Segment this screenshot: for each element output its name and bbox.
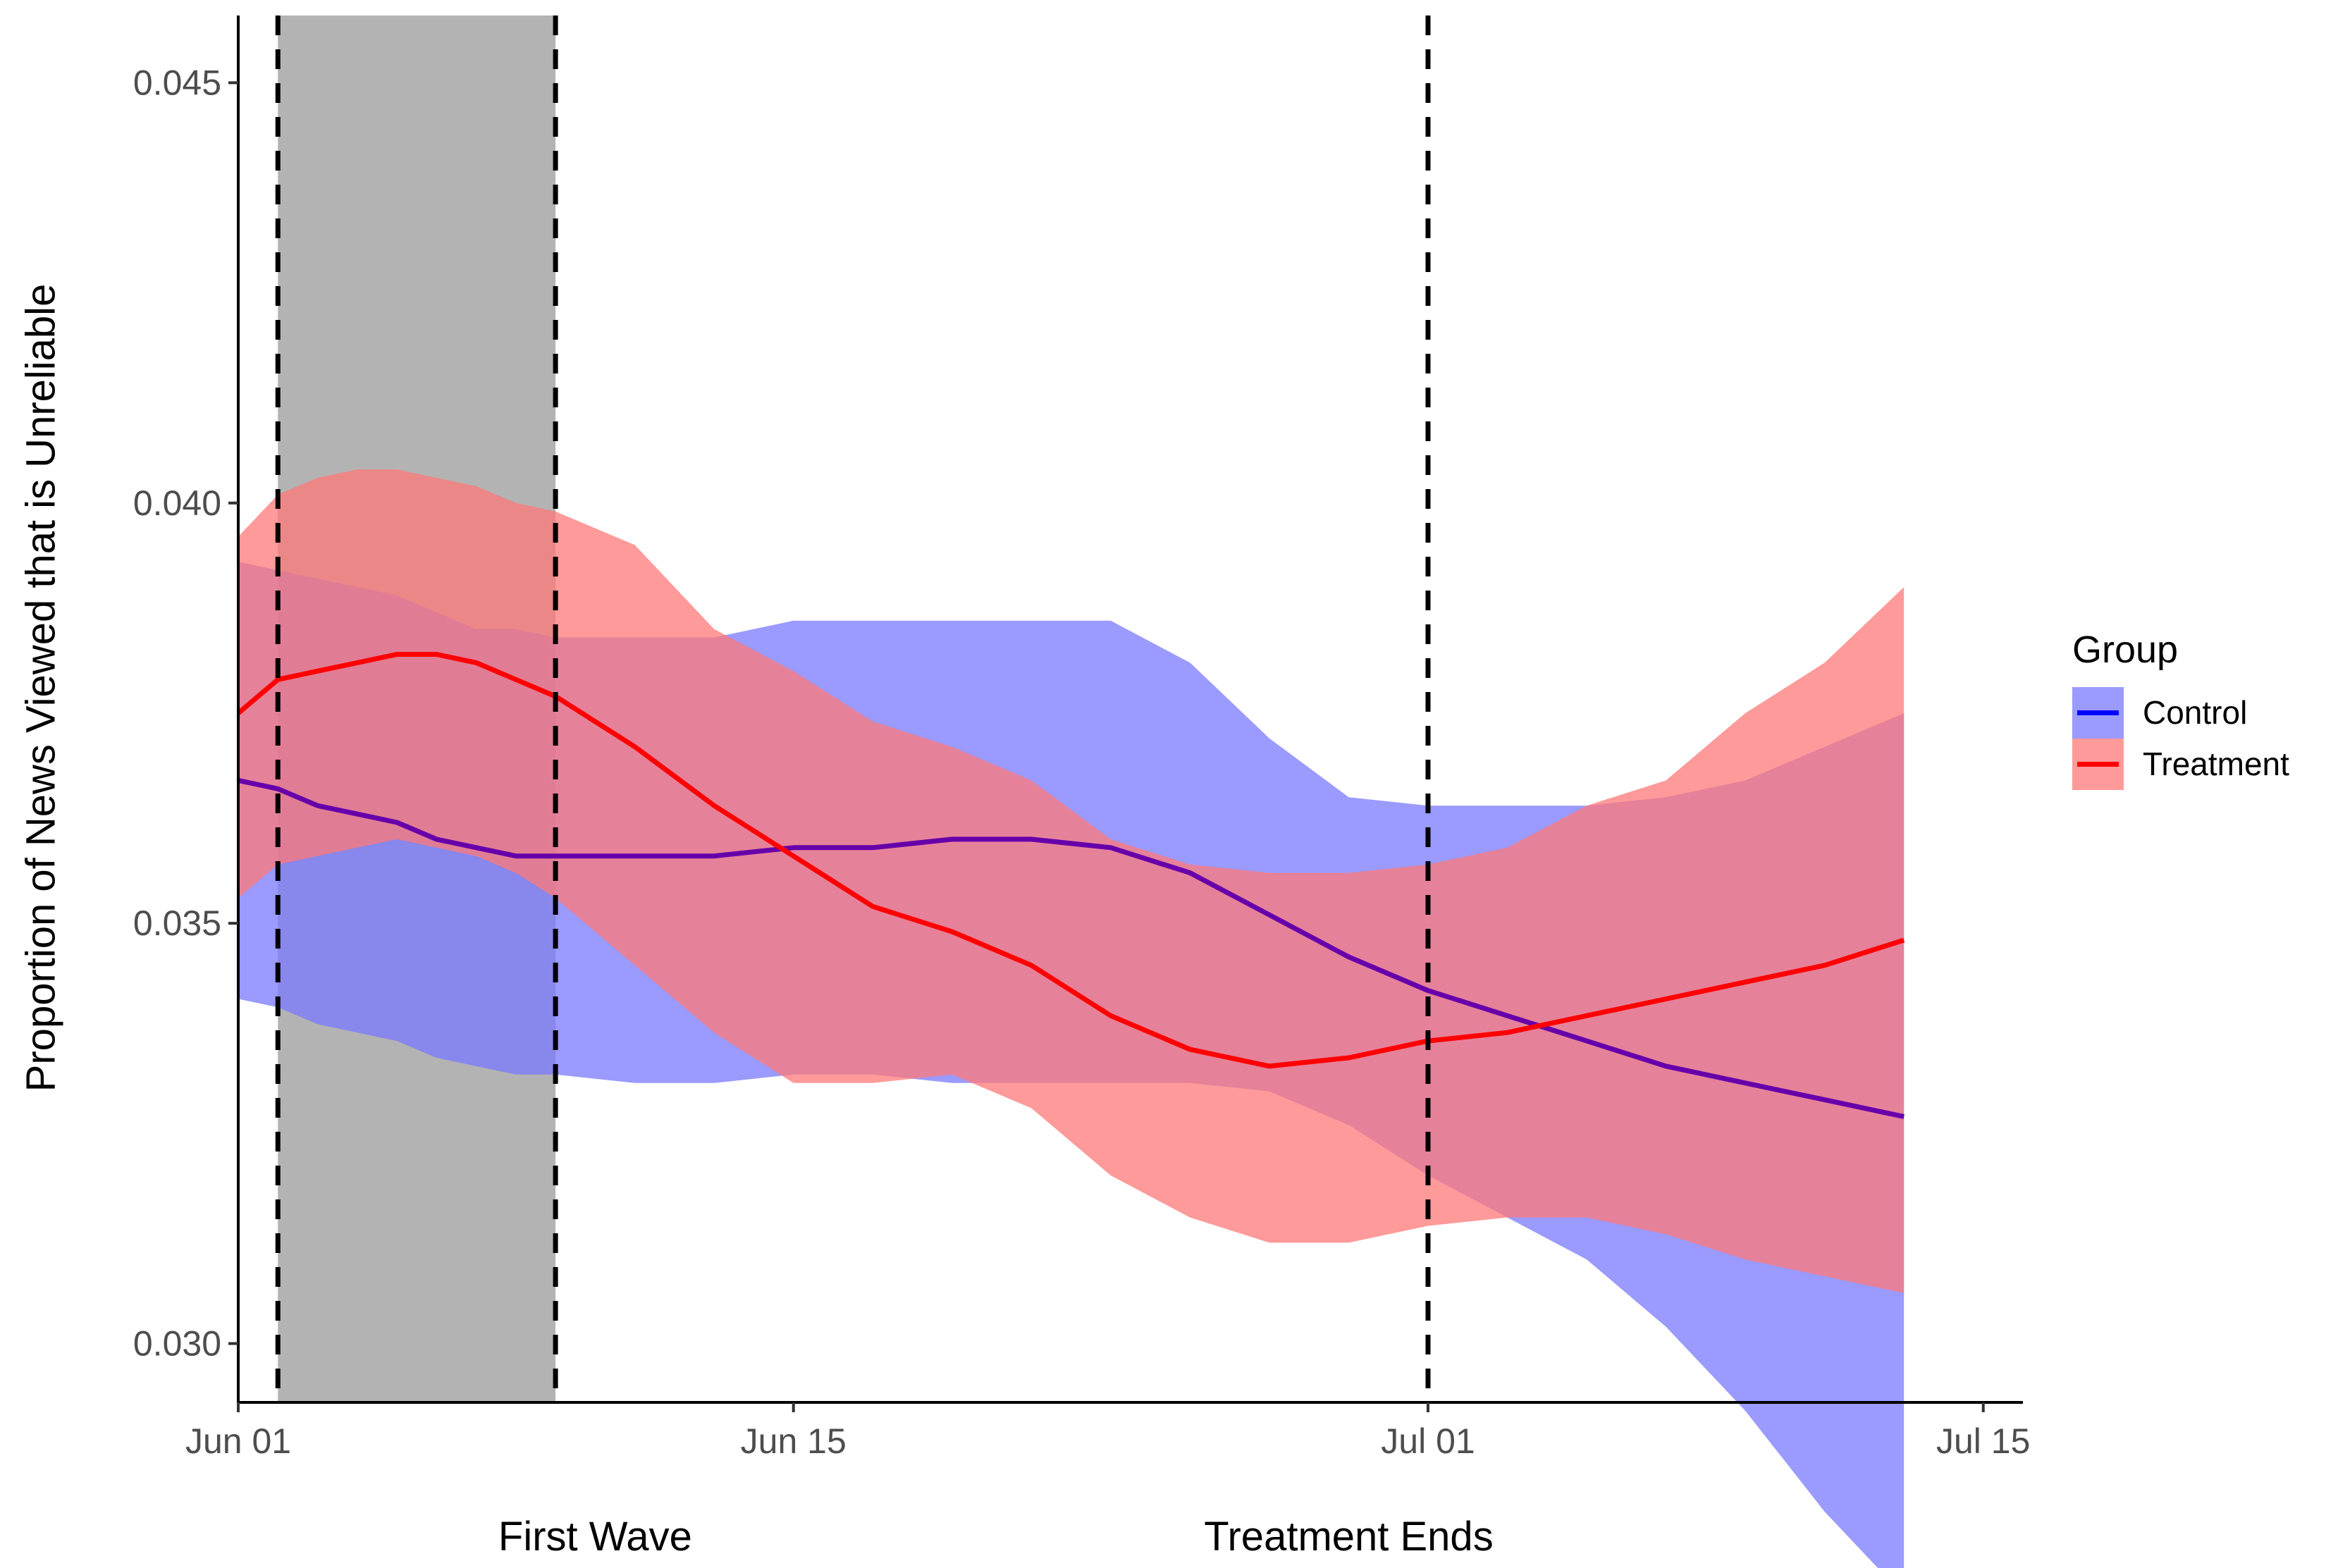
- x-tick-label: Jun 15: [741, 1421, 847, 1461]
- x-tick-label: Jul 15: [1936, 1421, 2030, 1461]
- band-treatment: [238, 469, 1905, 1293]
- annotation-treatment-ends: Treatment Ends: [1204, 1514, 1493, 1560]
- legend-label-control: Control: [2143, 694, 2247, 731]
- legend: Group Control Treatment: [2072, 629, 2289, 790]
- line-treatment: [236, 652, 1905, 1069]
- y-tick-label: 0.040: [133, 483, 221, 523]
- x-tick-label: Jul 01: [1381, 1421, 1475, 1461]
- annotation-first-wave: First Wave: [498, 1514, 692, 1560]
- annotations: First Wave Treatment Ends: [498, 1514, 1494, 1560]
- series-lines: [236, 652, 1905, 1119]
- y-tick-label: 0.045: [133, 63, 221, 102]
- dashed-reference-lines: [275, 16, 1431, 1402]
- x-ticks: Jun 01 Jun 15 Jul 01 Jul 15: [185, 1402, 2030, 1461]
- y-axis-title: Proportion of News Viewed that is Unreli…: [18, 284, 63, 1092]
- legend-title: Group: [2072, 629, 2178, 671]
- x-tick-label: Jun 01: [185, 1421, 291, 1461]
- y-tick-label: 0.035: [133, 903, 221, 943]
- y-ticks: 0.030 0.035 0.040 0.045: [133, 63, 238, 1364]
- confidence-bands: [238, 469, 1905, 1568]
- line-control: [238, 777, 1905, 1119]
- y-tick-label: 0.030: [133, 1324, 221, 1364]
- axes: [237, 16, 2023, 1404]
- legend-label-treatment: Treatment: [2143, 746, 2289, 782]
